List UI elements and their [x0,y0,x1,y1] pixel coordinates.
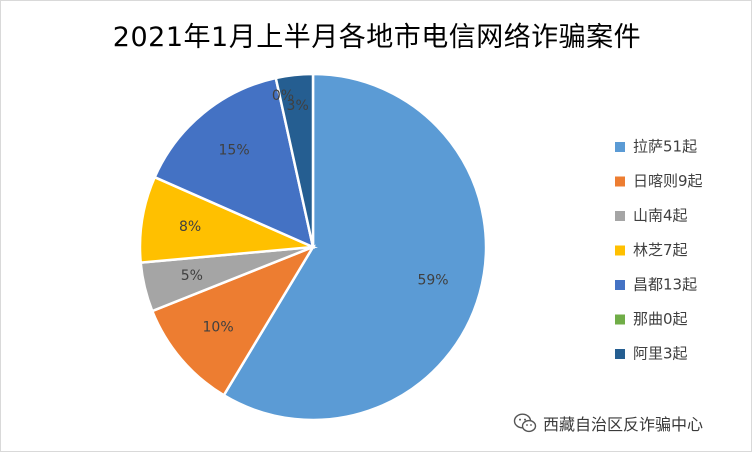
legend-label-3: 山南4起 [633,207,688,225]
legend-label-7: 阿里3起 [633,345,688,363]
percent-label-2: 10% [203,320,234,336]
legend-label-6: 那曲0起 [633,310,688,328]
pie-slice-1 [222,72,488,422]
legend-swatch-2 [615,176,625,187]
percent-label-7: 3% [287,98,309,114]
legend-swatch-5 [615,280,625,290]
legend-label-5: 昌都13起 [633,276,697,294]
percent-label-3: 5% [181,268,203,284]
pie-slice-2 [150,244,316,397]
wechat-icon [513,413,537,433]
watermark-text: 西藏自治区反诈骗中心 [543,415,704,434]
percent-labels: 59% 10% 5% 8% 15% 0%3% [179,88,449,336]
pie-slice-7 [274,72,315,248]
legend-swatch-1 [615,142,625,152]
percent-label-1: 59% [417,272,448,288]
percent-label-5: 15% [219,143,250,159]
legend-swatch-3 [615,211,625,221]
legend-swatch-7 [615,349,625,359]
legend-label-1: 拉萨51起 [633,138,697,156]
legend-label-4: 林芝7起 [633,241,688,259]
percent-label-6: 0% [272,88,294,104]
percent-label-4: 8% [179,219,201,235]
watermark: 西藏自治区反诈骗中心 [513,411,703,435]
pie-slice-5 [153,76,315,250]
pie-slices [138,72,488,422]
legend-swatch-4 [615,245,625,256]
legend-swatch-6 [615,314,625,325]
legend-label-2: 日喀则9起 [633,172,703,190]
chart-title: 2021年1月上半月各地市电信网络诈骗案件 [112,22,642,53]
